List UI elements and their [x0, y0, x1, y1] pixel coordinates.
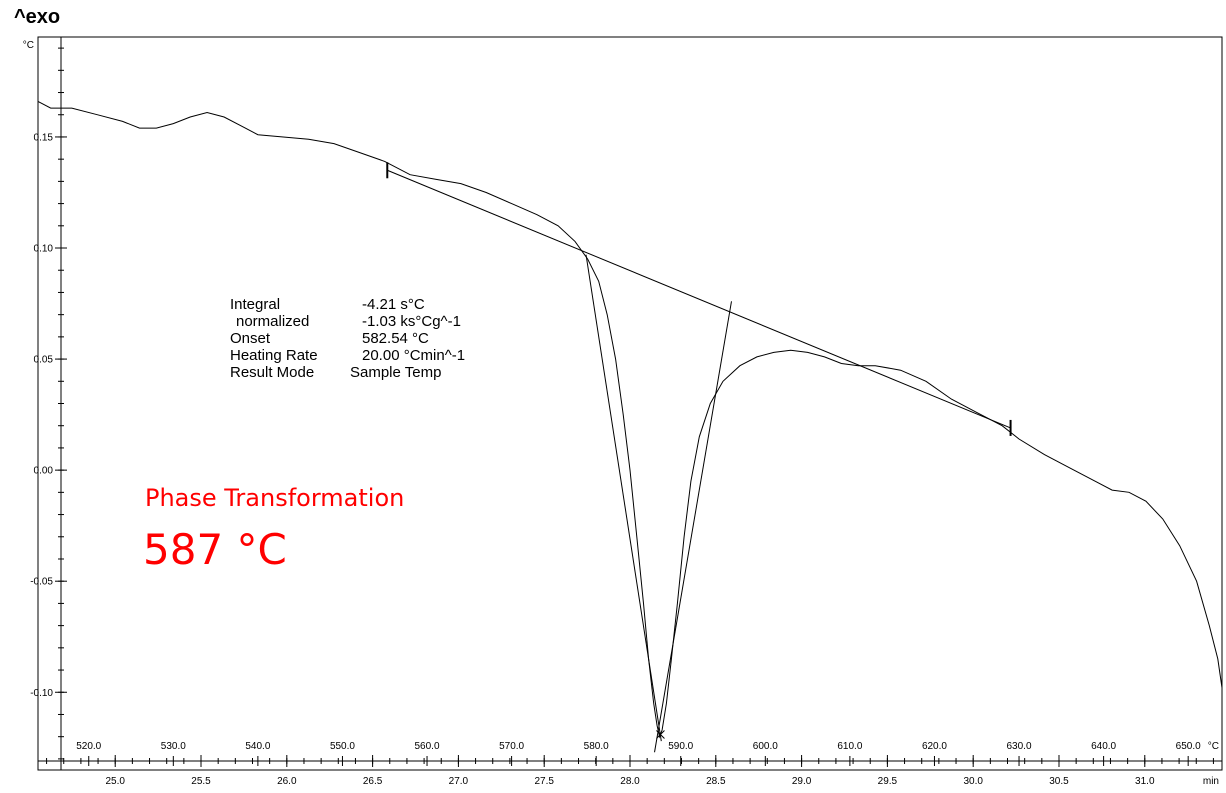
- result-label: Result Mode: [230, 364, 314, 381]
- dsc-curve: [37, 100, 1223, 739]
- y-tick-label: 0.05: [34, 355, 54, 366]
- baseline-line: [387, 169, 1011, 429]
- x-time-tick-label: 25.0: [105, 776, 125, 787]
- x-time-unit: min: [1203, 776, 1219, 787]
- tangent-right-line: [654, 301, 732, 753]
- result-value: Sample Temp: [350, 364, 441, 381]
- x-temp-tick-label: 590.0: [668, 741, 693, 752]
- result-value: -4.21 s°C: [362, 296, 425, 313]
- x-time-tick-label: 29.0: [792, 776, 812, 787]
- x-temp-tick-label: 630.0: [1007, 741, 1032, 752]
- x-temp-tick-label: 620.0: [922, 741, 947, 752]
- y-axis-unit: °C: [23, 40, 34, 51]
- result-label: Onset: [230, 330, 271, 347]
- result-value: 20.00 °Cmin^-1: [362, 347, 465, 364]
- y-tick-label: 0.15: [34, 132, 54, 143]
- x-temp-tick-label: 520.0: [76, 741, 101, 752]
- x-time-tick-label: 27.0: [449, 776, 469, 787]
- x-temp-tick-label: 550.0: [330, 741, 355, 752]
- x-temp-tick-label: 640.0: [1091, 741, 1116, 752]
- x-temp-unit: °C: [1208, 741, 1219, 752]
- x-temp-tick-label: 600.0: [753, 741, 778, 752]
- x-time-tick-label: 29.5: [878, 776, 898, 787]
- x-time-tick-label: 27.5: [534, 776, 554, 787]
- x-temp-tick-label: 530.0: [161, 741, 186, 752]
- x-time-tick-label: 28.5: [706, 776, 726, 787]
- y-tick-label: 0.10: [34, 244, 54, 255]
- x-temp-tick-label: 610.0: [837, 741, 862, 752]
- phase-transformation-label: Phase Transformation: [145, 484, 404, 512]
- x-time-tick-label: 30.5: [1049, 776, 1069, 787]
- result-label: normalized: [236, 313, 309, 330]
- x-time-tick-label: 26.0: [277, 776, 297, 787]
- x-temp-tick-label: 650.0: [1176, 741, 1201, 752]
- plot-frame: [37, 36, 1223, 771]
- phase-transformation-temp: 587 °C: [143, 525, 287, 574]
- y-tick-label: -0.05: [30, 577, 53, 588]
- result-label: Heating Rate: [230, 347, 318, 364]
- x-time-tick-label: 25.5: [191, 776, 211, 787]
- exo-direction-label: ^exo: [14, 6, 61, 28]
- result-label: Integral: [230, 296, 280, 313]
- result-value: -1.03 ks°Cg^-1: [362, 313, 461, 330]
- tangent-left-line: [585, 254, 662, 742]
- x-time-tick-label: 28.0: [620, 776, 640, 787]
- x-time-tick-label: 31.0: [1135, 776, 1155, 787]
- y-tick-label: 0.00: [34, 466, 54, 477]
- result-value: 582.54 °C: [362, 330, 429, 347]
- y-tick-label: -0.10: [30, 688, 53, 699]
- x-temp-tick-label: 560.0: [415, 741, 440, 752]
- x-time-tick-label: 30.0: [963, 776, 983, 787]
- x-temp-tick-label: 540.0: [245, 741, 270, 752]
- peak-marker: [656, 730, 665, 739]
- x-temp-tick-label: 570.0: [499, 741, 524, 752]
- x-time-tick-label: 26.5: [363, 776, 383, 787]
- x-temp-tick-label: 580.0: [584, 741, 609, 752]
